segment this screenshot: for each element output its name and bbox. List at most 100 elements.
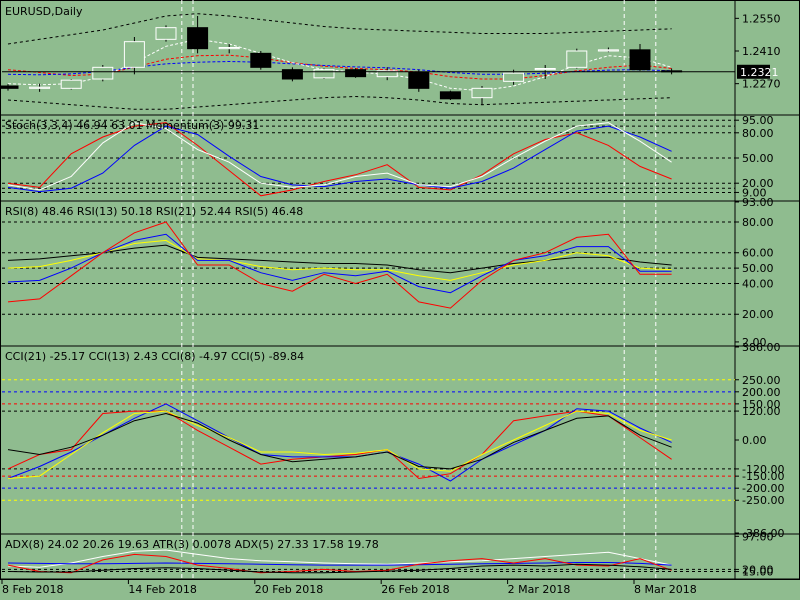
candle-body — [250, 52, 272, 68]
candle — [566, 48, 588, 69]
indicator-title: ADX(8) 24.02 20.26 19.63 ATR(3) 0.0078 A… — [5, 538, 379, 551]
indicator-line — [7, 562, 672, 566]
candle — [60, 79, 82, 90]
time-tick-label: 20 Feb 2018 — [255, 583, 323, 596]
time-tick-label: 8 Mar 2018 — [634, 583, 697, 596]
candle — [29, 83, 51, 92]
labels-layer: 1.2321 1.2550 1.2410 1.2270 EURUSD,Daily 95.0… — [2, 5, 784, 596]
candle — [218, 44, 240, 54]
indicator-tick-label: -386.00 — [742, 527, 784, 540]
candle — [187, 16, 209, 54]
indicator-tick-label: 40.00 — [742, 277, 774, 290]
candle — [0, 84, 19, 91]
candle-body — [92, 66, 114, 80]
indicator-tick-label: 0.00 — [742, 434, 767, 447]
indicator-line — [7, 412, 672, 470]
candle — [408, 69, 430, 92]
candle — [281, 67, 303, 82]
indicator-tick-label: 9.00 — [742, 186, 767, 199]
indicator-tick-label: 97.00 — [742, 530, 774, 543]
indicator-title: CCI(21) -25.17 CCI(13) 2.43 CCI(8) -4.97… — [5, 350, 304, 363]
indicator-tick-label: -250.00 — [742, 494, 784, 507]
indicator-tick-label: 386.00 — [742, 341, 781, 354]
time-tick-label: 8 Feb 2018 — [2, 583, 63, 596]
indicator-line — [7, 244, 672, 274]
indicator-line — [7, 239, 672, 281]
candle-body — [345, 69, 367, 78]
price-tick-label: 1.2270 — [742, 78, 781, 91]
indicator-tick-label: 120.00 — [742, 405, 781, 418]
band-lower-line — [7, 95, 672, 110]
indicator-tick-label: 80.00 — [742, 127, 774, 140]
candle-body — [313, 69, 335, 79]
candle-body — [439, 91, 461, 100]
candle — [92, 65, 114, 82]
candle — [439, 90, 461, 100]
candle — [629, 44, 651, 71]
indicator-line — [7, 403, 672, 482]
price-tick-label: 1.2410 — [742, 45, 781, 58]
candle — [155, 25, 177, 42]
ma-red-line — [7, 54, 672, 80]
indicator-tick-label: 50.00 — [742, 262, 774, 275]
candle-body — [376, 70, 398, 78]
indicator-title: Stoch(3,3,4) 46.94 63.01 Momentum(3) 99.… — [5, 119, 259, 132]
ma-white-line — [7, 38, 672, 92]
candle-body — [408, 71, 430, 89]
indicator-tick-label: 60.00 — [742, 247, 774, 260]
candle — [123, 37, 145, 75]
candle-body — [503, 72, 525, 82]
candle-body — [29, 86, 51, 89]
candle-body — [534, 68, 556, 71]
indicator-line — [7, 410, 672, 479]
indicator-tick-label: 150.00 — [742, 398, 781, 411]
candle-body — [218, 47, 240, 50]
candle-body — [155, 27, 177, 40]
indicator-tick-label: -200.00 — [742, 482, 784, 495]
indicator-tick-label: 50.00 — [742, 152, 774, 165]
indicator-line — [7, 221, 672, 309]
indicator-tick-label: 80.00 — [742, 216, 774, 229]
current-price-box: 1.2321 — [737, 64, 779, 79]
candle-body — [187, 27, 209, 50]
indicator-line — [7, 122, 672, 197]
candle-body — [629, 49, 651, 71]
current-price-label: 1.2321 — [740, 66, 779, 79]
candle — [471, 86, 493, 105]
candle-body — [60, 79, 82, 89]
candle-body — [0, 85, 19, 89]
indicator-tick-label: 2.00 — [742, 336, 767, 349]
indicator-line — [7, 410, 672, 480]
current-price-bg — [737, 64, 770, 79]
indicator-tick-label: 20.00 — [742, 563, 774, 576]
indicator-title: RSI(8) 48.46 RSI(13) 50.18 RSI(21) 52.44… — [5, 205, 303, 218]
candle — [597, 47, 619, 53]
indicator-line — [7, 125, 672, 193]
indicator-tick-label: 95.00 — [742, 114, 774, 127]
indicator-line — [7, 122, 672, 191]
indicator-tick-label: 200.00 — [742, 386, 781, 399]
indicator-line — [7, 233, 672, 294]
indicator-tick-label: -120.00 — [742, 463, 784, 476]
ma-blue-line — [7, 60, 672, 76]
candle — [345, 68, 367, 78]
symbol-title: EURUSD,Daily — [5, 5, 83, 18]
time-tick-label: 14 Feb 2018 — [128, 583, 196, 596]
indicator-tick-label: 20.00 — [742, 308, 774, 321]
indicator-line — [7, 553, 672, 574]
time-tick-label: 2 Mar 2018 — [508, 583, 571, 596]
indicator-line — [7, 549, 672, 568]
candle-body — [471, 87, 493, 99]
indicator-line — [7, 563, 672, 574]
indicator-tick-label: 15.00 — [742, 566, 774, 579]
indicator-tick-label: 250.00 — [742, 374, 781, 387]
candle-body — [123, 41, 145, 68]
indicator-tick-label: -150.00 — [742, 470, 784, 483]
series-layer — [0, 13, 735, 574]
candle — [313, 68, 335, 79]
time-tick-label: 26 Feb 2018 — [381, 583, 449, 596]
candle-body — [597, 49, 619, 52]
indicator-tick-label: 20.00 — [742, 177, 774, 190]
